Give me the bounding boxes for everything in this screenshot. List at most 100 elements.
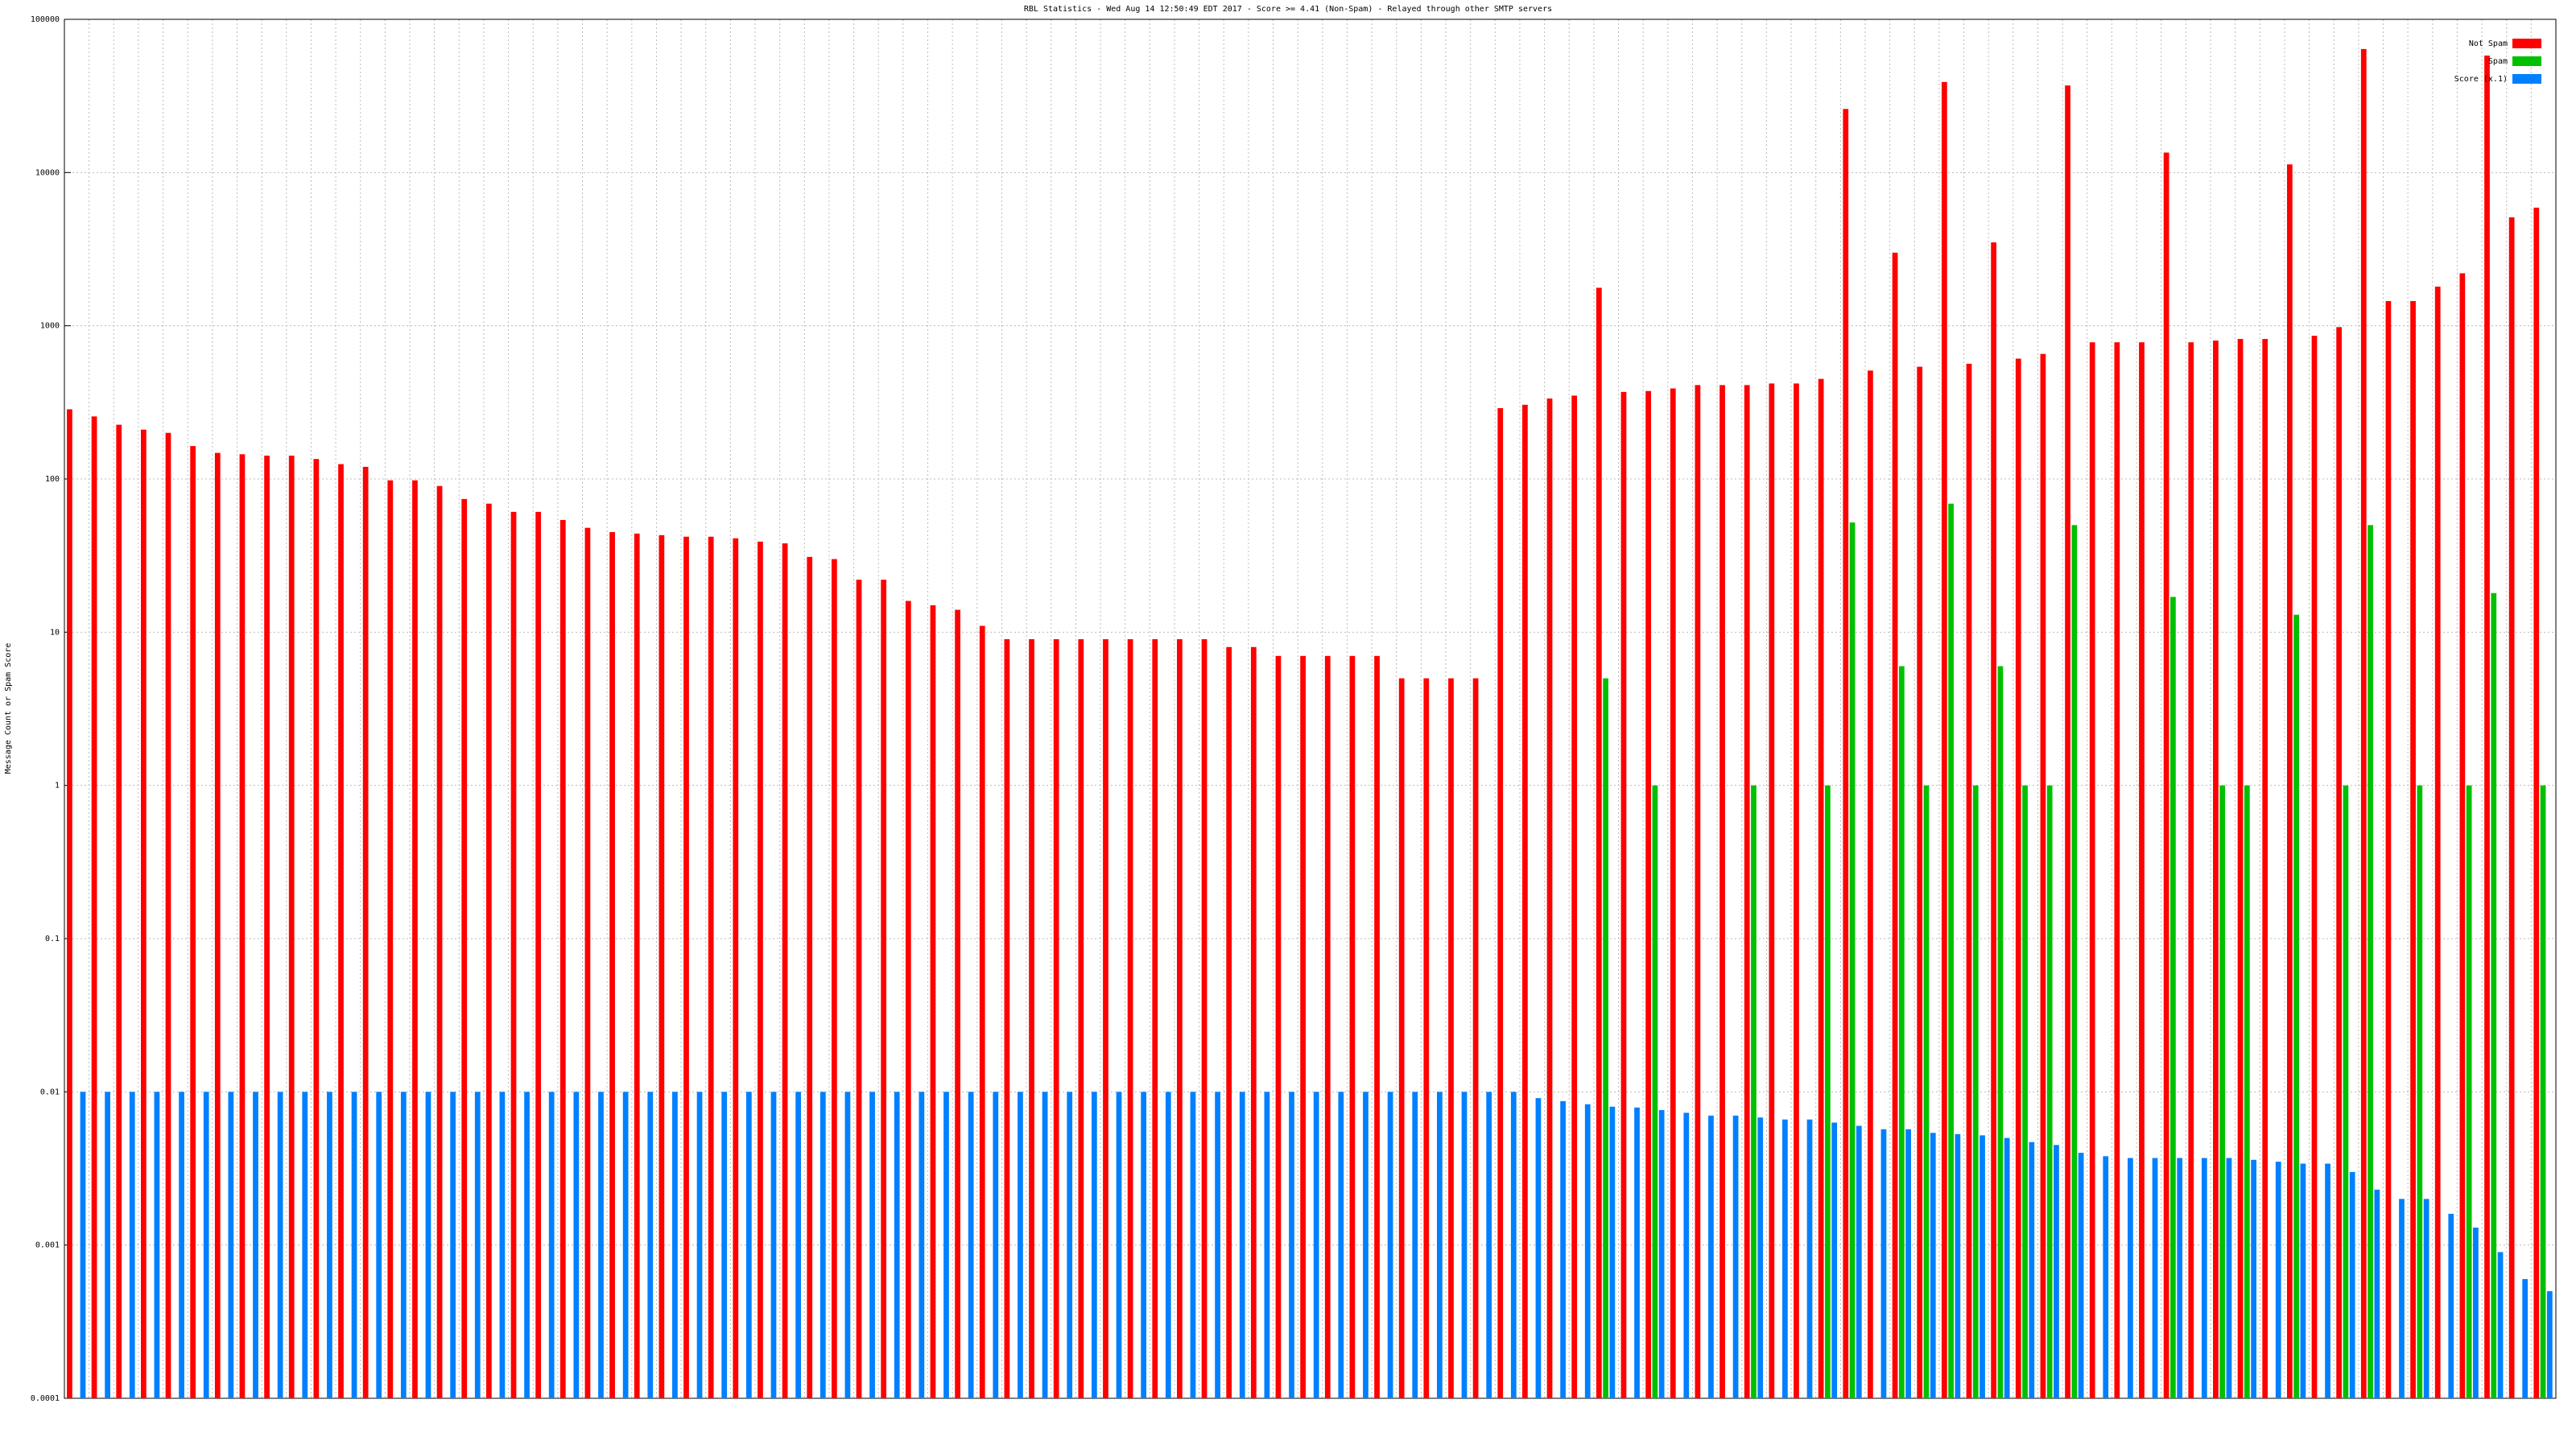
bar (2015, 358, 2021, 1399)
bar (1868, 370, 1873, 1398)
bar (733, 538, 739, 1398)
bar (2244, 785, 2250, 1398)
bar (264, 456, 270, 1399)
bar (2237, 339, 2244, 1398)
bar (2491, 592, 2497, 1398)
bar (140, 429, 147, 1398)
bar (2170, 597, 2176, 1398)
bar (1239, 1092, 1245, 1398)
bar (1004, 639, 1010, 1398)
bar (1078, 639, 1084, 1398)
bar (1437, 1092, 1443, 1398)
bar (1264, 1092, 1270, 1398)
bar (573, 1092, 580, 1398)
bar (2114, 342, 2120, 1399)
legend-swatch (2512, 39, 2541, 48)
y-tick-label: 0.001 (35, 1241, 60, 1250)
bar (1972, 785, 1979, 1398)
bar (67, 409, 72, 1398)
bar (559, 519, 566, 1399)
bar (1966, 363, 1972, 1398)
bar (1769, 383, 1775, 1398)
bar (116, 424, 122, 1399)
bar (2065, 85, 2070, 1399)
bar (510, 511, 517, 1398)
bar (1825, 785, 1831, 1398)
bar (1522, 404, 1528, 1399)
bar (1116, 1092, 1122, 1398)
bar (1275, 655, 1282, 1398)
bar (844, 1092, 851, 1398)
bar (253, 1092, 258, 1398)
bar (436, 485, 443, 1398)
bar (2423, 1199, 2429, 1398)
bar (672, 1092, 678, 1398)
bar (1091, 1092, 1097, 1398)
bar (486, 503, 492, 1398)
bar (214, 452, 221, 1398)
bar (154, 1092, 160, 1398)
bar (179, 1092, 184, 1398)
bar (1997, 666, 2004, 1398)
bar (277, 1092, 283, 1398)
bar (2466, 785, 2472, 1398)
y-tick-label: 100000 (31, 15, 60, 24)
bar (1190, 1092, 1196, 1398)
legend-swatch (2512, 74, 2541, 84)
bar (228, 1092, 234, 1398)
bar (425, 1092, 431, 1398)
bar (1892, 252, 1898, 1398)
bar (869, 1092, 875, 1398)
bar (91, 416, 97, 1398)
bar (1448, 678, 1454, 1398)
chart-title: RBL Statistics - Wed Aug 14 12:50:49 EDT… (1024, 5, 1552, 14)
bar (1843, 109, 1849, 1398)
bar (2040, 353, 2046, 1398)
bar (955, 609, 960, 1398)
bar (2349, 1171, 2355, 1398)
bar (2336, 327, 2343, 1398)
bar (1941, 81, 1947, 1399)
bar (2152, 1158, 2158, 1398)
y-tick-label: 1 (55, 782, 60, 791)
bar (1053, 639, 1059, 1398)
bar (1955, 1133, 1961, 1398)
bar (1930, 1133, 1936, 1398)
bar (2213, 341, 2219, 1399)
bar (2508, 217, 2515, 1399)
bar (190, 446, 196, 1398)
bar (1226, 646, 1232, 1398)
bar (1289, 1092, 1294, 1398)
bar (313, 459, 320, 1398)
bar (2473, 1227, 2479, 1398)
bar (2497, 1252, 2504, 1398)
bar (1412, 1092, 1418, 1398)
bar (1363, 1092, 1368, 1398)
legend-label: Spam (2488, 57, 2508, 66)
bar (1670, 388, 1676, 1398)
bar (1349, 655, 1356, 1398)
y-tick-label: 10 (50, 628, 60, 637)
bar (1387, 1092, 1393, 1398)
y-tick-label: 100 (45, 475, 60, 484)
bar (1127, 639, 1133, 1398)
bar (894, 1092, 900, 1398)
bar (2286, 164, 2293, 1399)
bar (782, 543, 788, 1398)
bar (327, 1092, 332, 1398)
bar (2325, 1163, 2330, 1398)
bar (2385, 300, 2392, 1399)
bar (2054, 1145, 2059, 1398)
bar (2546, 1290, 2553, 1398)
bar (745, 1092, 752, 1398)
bar (2540, 785, 2546, 1398)
bar (2022, 785, 2028, 1398)
bar (1782, 1119, 1788, 1398)
bar (2089, 342, 2095, 1399)
bar (1620, 391, 1627, 1398)
bar (165, 432, 171, 1398)
bar (993, 1092, 999, 1398)
bar (943, 1092, 949, 1398)
